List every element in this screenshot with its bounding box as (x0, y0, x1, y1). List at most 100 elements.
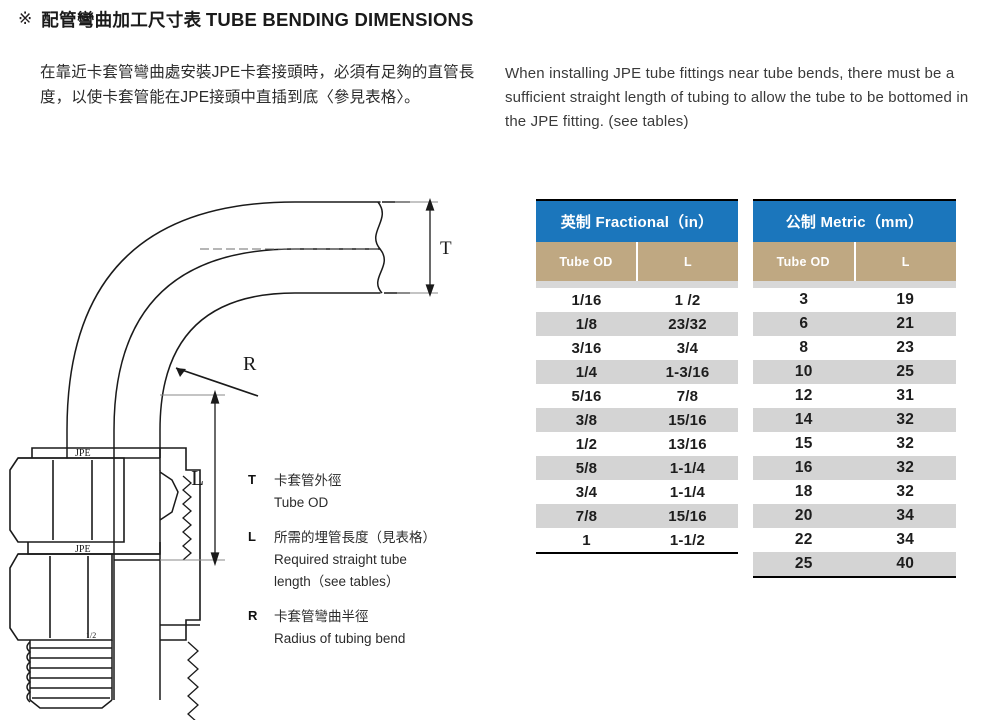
legend-symbol-t: T (248, 472, 256, 487)
table-row: 22 34 (753, 528, 956, 552)
cell-l: 1-1/2 (637, 528, 738, 554)
fractional-col-l: L (637, 242, 738, 281)
tube-break-symbol (374, 201, 386, 294)
table-row: 5/16 7/8 (536, 384, 738, 408)
metric-column-header-row: Tube OD L (753, 242, 956, 281)
cell-l: 32 (896, 435, 915, 452)
fitting-mid-collar (27, 542, 161, 555)
legend-cn-t: 卡套管外徑 (274, 473, 342, 488)
description-cn: 在靠近卡套管彎曲處安裝JPE卡套接頭時，必須有足夠的直管長度，以使卡套管能在JP… (40, 64, 475, 106)
fractional-column-header-row: Tube OD L (536, 242, 738, 281)
fractional-table-body: 1/16 1 /2 1/8 23/32 3/16 3/4 1/4 1-3/16 5/16 7/8 3… (536, 288, 738, 554)
cell-l: 15/16 (637, 504, 738, 528)
cell-tube-od: 16 (753, 456, 855, 480)
t-arrow-up (425, 198, 435, 211)
cell-tube-od: 3/8 (536, 408, 637, 432)
cell-tube-od: 20 (753, 504, 855, 528)
table-row: 14 32 (753, 408, 956, 432)
cell-tube-od: 3/4 (575, 483, 598, 501)
cell-l: 23 (896, 339, 915, 356)
page-title-en: TUBE BENDING DIMENSIONS (205, 9, 474, 30)
fitting-upper-collar (31, 447, 161, 458)
legend-symbol-l: L (248, 529, 256, 544)
internal-thread-upper (182, 475, 192, 561)
r-dimension-label: R (243, 353, 257, 375)
cell-tube-od: 1/2 (575, 435, 598, 453)
table-row: 3 19 (753, 288, 956, 312)
legend-text-t: 卡套管外徑 Tube OD (274, 470, 493, 514)
legend-en-l-line1: Required straight tube (274, 552, 407, 567)
legend-en-r: Radius of tubing bend (274, 631, 406, 646)
fitting-upper-nut (9, 457, 125, 543)
l-arrow-up (210, 389, 220, 404)
cell-l: 23/32 (637, 312, 738, 336)
cell-l: 21 (854, 312, 956, 336)
table-row: 8 23 (753, 336, 956, 360)
table-row: 3/4 1-1/4 (536, 480, 738, 504)
table-row: 15 32 (753, 432, 956, 456)
table-row: 5/8 1-1/4 (536, 456, 738, 480)
cell-l: 32 (854, 408, 956, 432)
cell-tube-od: 6 (753, 312, 855, 336)
fractional-header-separator (536, 281, 738, 288)
metric-table-grid: 公制 Metric（mm） Tube OD L 3 19 6 21 8 23 10 25 12 3… (753, 201, 956, 578)
ferrule-wedge (159, 471, 179, 521)
cell-tube-od: 12 (794, 387, 813, 404)
table-row: 16 32 (753, 456, 956, 480)
fractional-col-tube-od: Tube OD (536, 242, 638, 281)
internal-thread-lower (187, 641, 199, 720)
cell-l: 7/8 (676, 387, 699, 405)
page-title-cn: 配管彎曲加工尺寸表 (41, 10, 202, 30)
cell-l: 19 (896, 291, 915, 308)
cell-tube-od: 5/8 (536, 456, 637, 480)
tube-inner-wall (159, 292, 381, 471)
description-en: When installing JPE tube fittings near t… (505, 65, 969, 130)
cell-tube-od: 15 (794, 435, 813, 452)
table-row: 18 32 (753, 480, 956, 504)
cell-tube-od: 8 (799, 339, 809, 356)
cell-tube-od: 1/16 (571, 291, 602, 309)
fitting-label-jpe-mid: JPE (75, 544, 91, 555)
metric-col-l: L (854, 242, 956, 281)
r-radius-line (175, 367, 259, 397)
tube-outer-wall (66, 201, 381, 459)
title-group: 配管彎曲加工尺寸表 TUBE BENDING DIMENSIONS (41, 8, 473, 32)
nipple-end (29, 699, 113, 709)
cell-tube-od: 3 (799, 291, 809, 308)
table-row: 1/2 13/16 (536, 432, 738, 456)
table-row: 1 1-1/2 (536, 528, 738, 554)
nipple-thread-lines (30, 647, 112, 699)
table-row: 25 40 (753, 552, 956, 578)
table-row: 10 25 (753, 360, 956, 384)
legend-block: T 卡套管外徑 Tube OD L 所需的埋管長度（見表格） Required … (248, 470, 493, 663)
metric-header-separator (753, 281, 956, 288)
cell-tube-od: 1/8 (536, 312, 637, 336)
cell-l: 40 (854, 552, 956, 578)
cell-l: 13/16 (668, 435, 707, 453)
cell-tube-od: 1 (536, 528, 637, 554)
fractional-group-header: 英制 Fractional（in） (536, 201, 738, 242)
cell-tube-od: 3/16 (571, 339, 602, 357)
asterisk-mark-icon: ※ (18, 9, 33, 28)
cell-tube-od: 25 (753, 552, 855, 578)
cell-l: 31 (896, 387, 915, 404)
cell-l: 32 (854, 456, 956, 480)
table-row: 3/16 3/4 (536, 336, 738, 360)
table-row: 12 31 (753, 384, 956, 408)
table-row: 20 34 (753, 504, 956, 528)
cell-tube-od: 5/16 (571, 387, 602, 405)
cell-tube-od: 1/4 (536, 360, 637, 384)
cell-l: 1-1/4 (669, 483, 706, 501)
fitting-label-jpe-top: JPE (75, 448, 91, 459)
fractional-table-grid: 英制 Fractional（in） Tube OD L 1/16 1 /2 1/8 2… (536, 201, 738, 554)
fitting-lower-nut (9, 553, 113, 641)
metric-group-header: 公制 Metric（mm） (753, 201, 956, 242)
cell-l: 34 (896, 531, 915, 548)
l-dimension-label: L (191, 466, 204, 490)
r-arrow-head (176, 368, 186, 377)
table-row: 7/8 15/16 (536, 504, 738, 528)
legend-item-r: R 卡套管彎曲半徑 Radius of tubing bend (248, 606, 493, 650)
fractional-group-header-row: 英制 Fractional（in） (536, 201, 738, 242)
metric-col-tube-od: Tube OD (753, 242, 856, 281)
fitting-body-outline (160, 447, 201, 641)
